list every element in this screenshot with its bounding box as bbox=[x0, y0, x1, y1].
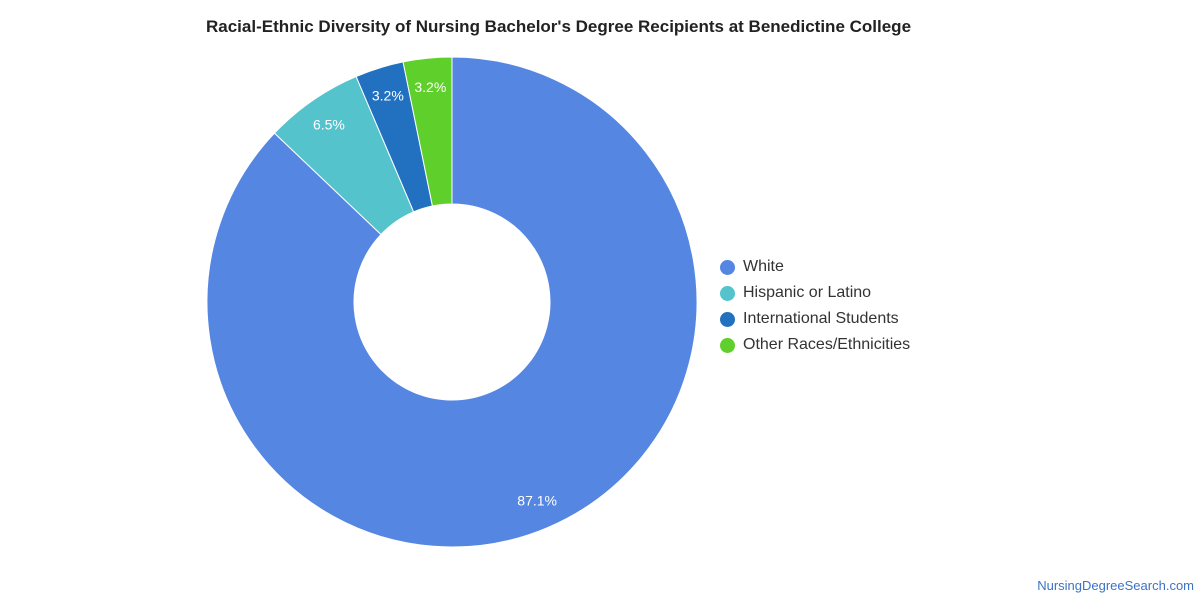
legend-item-white[interactable]: White bbox=[720, 254, 910, 280]
legend-label-international-students: International Students bbox=[743, 310, 899, 327]
donut-slices bbox=[206, 56, 698, 548]
legend-swatch-international-students bbox=[720, 311, 735, 327]
slice-label-white: 87.1% bbox=[517, 493, 557, 509]
chart-title: Racial-Ethnic Diversity of Nursing Bache… bbox=[206, 17, 912, 36]
slice-labels: 87.1% 6.5% 3.2% 3.2% bbox=[313, 79, 557, 508]
legend-swatch-hispanic-or-latino bbox=[720, 285, 735, 301]
legend-item-hispanic-or-latino[interactable]: Hispanic or Latino bbox=[720, 280, 910, 306]
slice-other-races-ethnicities[interactable] bbox=[402, 56, 453, 207]
legend-label-other-races-ethnicities: Other Races/Ethnicities bbox=[743, 336, 911, 353]
source-link[interactable]: NursingDegreeSearch.com bbox=[1037, 578, 1194, 593]
slice-label-hispanic-or-latino: 6.5% bbox=[313, 117, 345, 133]
legend-swatch-white bbox=[720, 259, 735, 275]
legend-label-hispanic-or-latino: Hispanic or Latino bbox=[743, 284, 872, 301]
legend-swatch-other-races-ethnicities bbox=[720, 337, 735, 353]
slice-label-other-races-ethnicities: 3.2% bbox=[414, 79, 446, 95]
legend-item-other-races-ethnicities[interactable]: Other Races/Ethnicities bbox=[720, 332, 910, 358]
legend-item-international-students[interactable]: International Students bbox=[720, 306, 910, 332]
slice-white[interactable] bbox=[206, 56, 698, 548]
legend-label-white: White bbox=[743, 258, 784, 275]
chart-legend: White Hispanic or Latino International S… bbox=[720, 254, 910, 358]
slice-label-international-students: 3.2% bbox=[372, 88, 404, 104]
